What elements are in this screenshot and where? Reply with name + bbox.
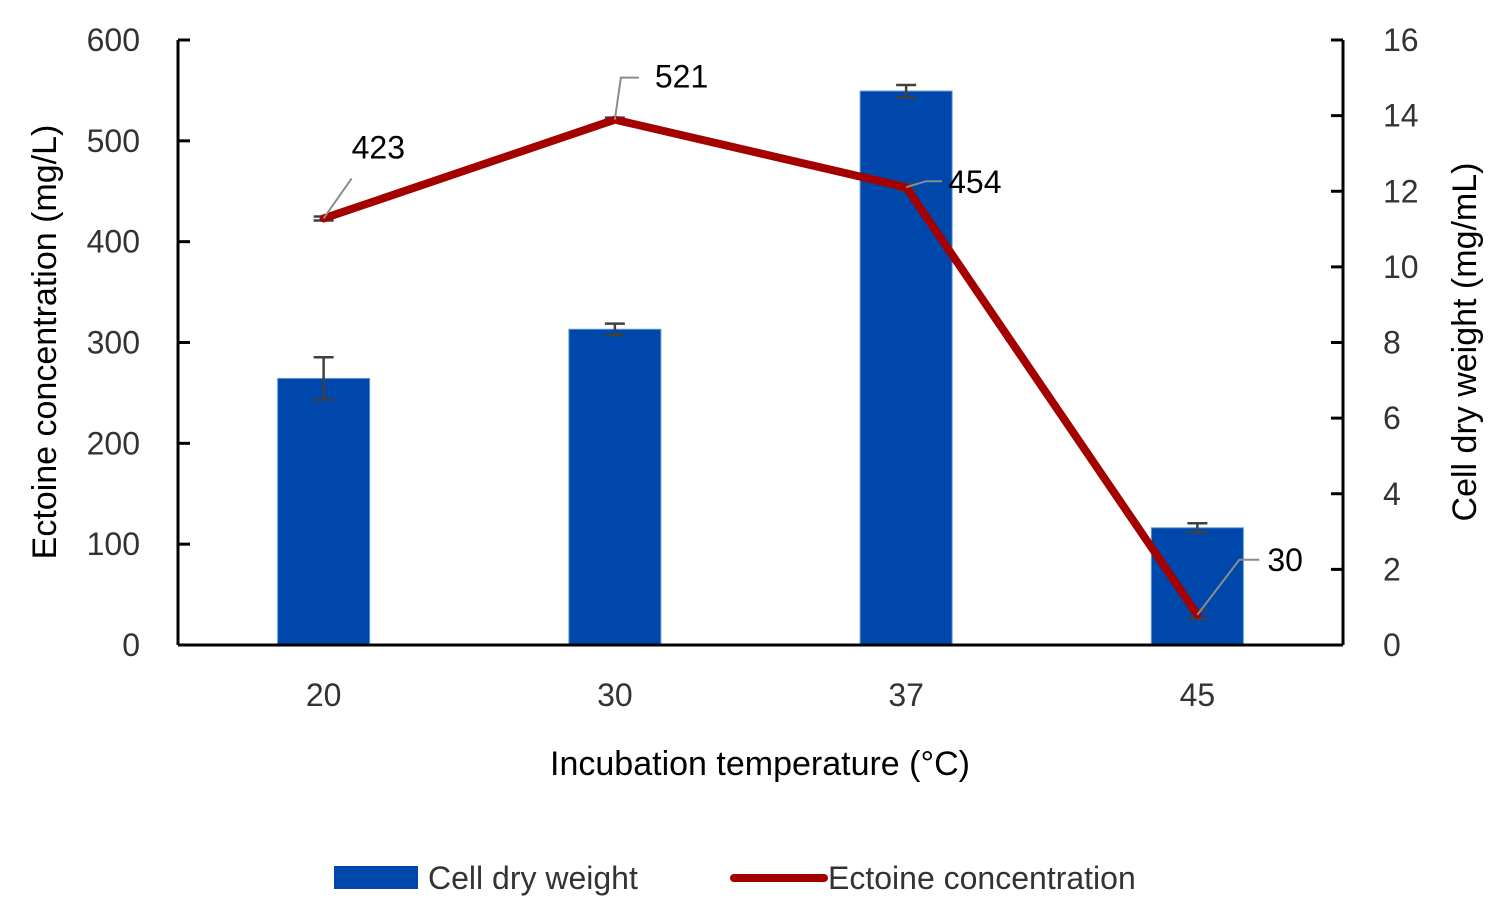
y-left-tick-label: 0 xyxy=(122,627,140,663)
legend-label-cell-dry-weight: Cell dry weight xyxy=(428,860,638,896)
data-label-ectoine-concentration: 521 xyxy=(655,59,708,95)
y-left-tick-label: 500 xyxy=(87,123,140,159)
y-right-tick-label: 14 xyxy=(1383,98,1419,134)
data-label-ectoine-concentration: 454 xyxy=(948,164,1001,200)
y-right-tick-label: 6 xyxy=(1383,400,1401,436)
x-tick-label: 30 xyxy=(597,677,633,713)
bar-cell-dry-weight xyxy=(277,377,371,646)
y-right-tick-label: 8 xyxy=(1383,325,1401,361)
line-ectoine-concentration xyxy=(319,115,1202,619)
x-tick-label: 45 xyxy=(1180,677,1216,713)
y-axis-left-title: Ectoine concentration (mg/L) xyxy=(26,125,64,560)
axes-layer: 0 100 200 300 400 500 600 0 2 4 6 8 10 12 14 16 20 30 37 45 xyxy=(87,22,1419,713)
y-right-tick-label: 10 xyxy=(1383,249,1419,285)
y-right-tick-label: 0 xyxy=(1383,627,1401,663)
y-left-tick-label: 300 xyxy=(87,325,140,361)
data-label-ectoine-concentration: 423 xyxy=(352,129,405,165)
data-label-leader xyxy=(905,180,943,189)
y-left-tick-label: 200 xyxy=(87,425,140,461)
bars-layer xyxy=(277,83,1244,646)
bar-cell-dry-weight xyxy=(1150,527,1244,646)
bar-cell-dry-weight xyxy=(568,328,662,646)
y-right-tick-label: 12 xyxy=(1383,173,1419,209)
x-axis-title: Incubation temperature (°C) xyxy=(550,745,970,783)
x-tick-label: 37 xyxy=(888,677,924,713)
legend-swatch-cell-dry-weight xyxy=(334,866,418,889)
x-tick-label: 20 xyxy=(306,677,342,713)
data-label-leader xyxy=(1196,558,1260,616)
y-left-tick-label: 600 xyxy=(87,22,140,58)
y-left-tick-label: 100 xyxy=(87,526,140,562)
y-axis-right-title: Cell dry weight (mg/mL) xyxy=(1446,163,1484,522)
y-left-tick-label: 400 xyxy=(87,224,140,260)
data-label-leader xyxy=(322,177,353,220)
bar-cell-dry-weight xyxy=(859,90,953,646)
line-layer xyxy=(313,115,1208,621)
labels-layer: 423 521 454 30 xyxy=(322,59,1303,616)
legend-label-ectoine-concentration: Ectoine concentration xyxy=(828,860,1136,896)
y-right-tick-label: 2 xyxy=(1383,551,1401,587)
data-label-leader xyxy=(613,76,639,120)
y-right-tick-label: 16 xyxy=(1383,22,1419,58)
legend: Cell dry weight Ectoine concentration xyxy=(334,860,1136,896)
y-right-tick-label: 4 xyxy=(1383,476,1401,512)
data-label-ectoine-concentration: 30 xyxy=(1267,542,1303,578)
